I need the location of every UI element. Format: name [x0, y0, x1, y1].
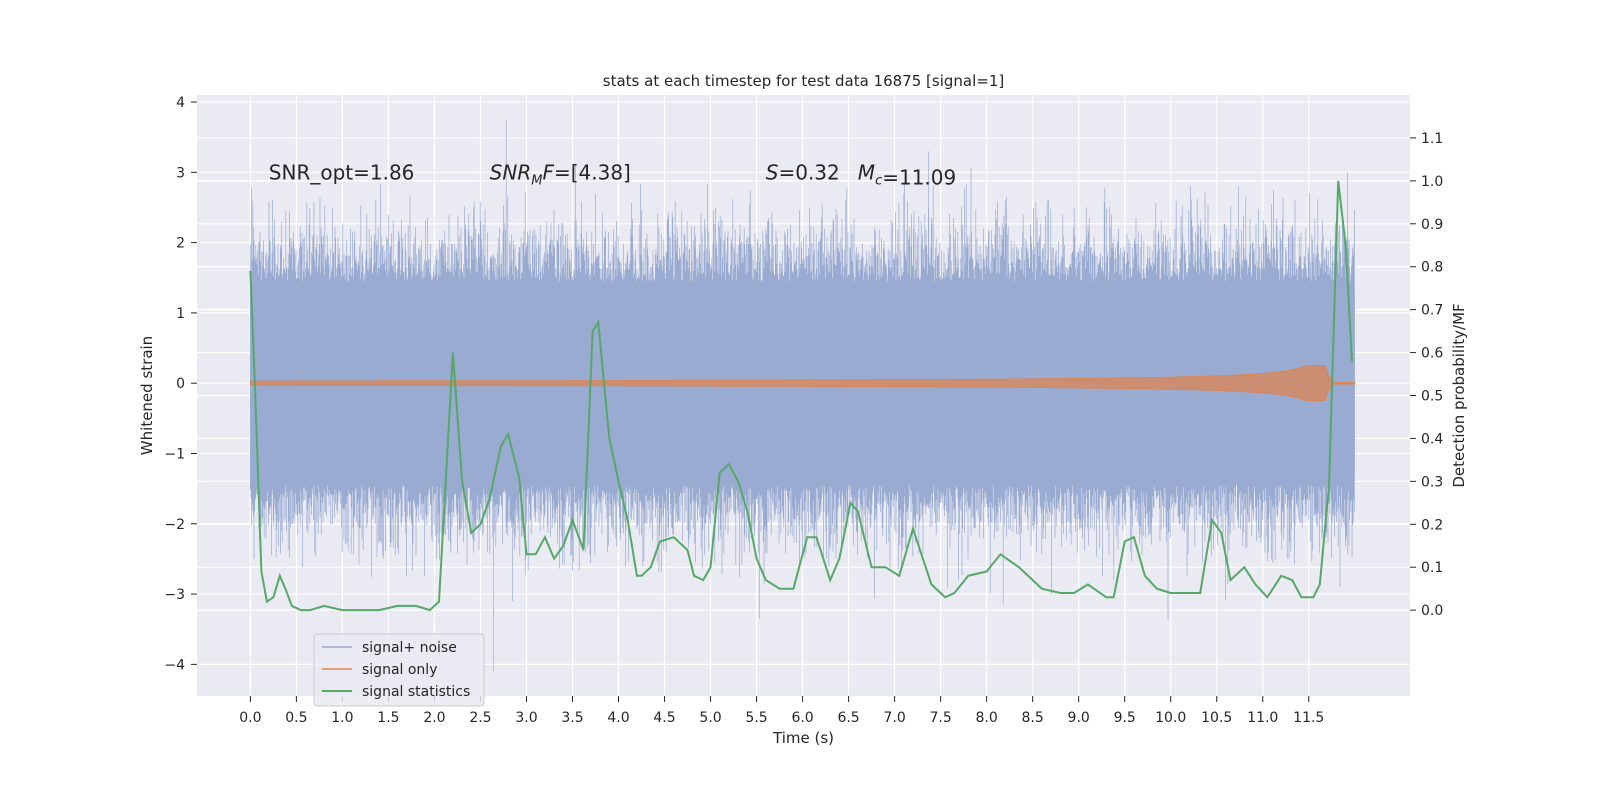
- annotation-rest: F: [542, 160, 554, 184]
- annotation-text: SNR_opt=1.86: [269, 160, 415, 184]
- y-right-tick-label: 1.1: [1421, 131, 1443, 147]
- x-tick-label: 1.0: [331, 710, 353, 726]
- annotations: SNR_opt=1.86 SNRMF=[4.38] S=0.32 Mc=11.09: [269, 160, 956, 189]
- series-signal-statistics: [249, 180, 1353, 612]
- y-right-tick-label: 0.9: [1421, 217, 1443, 233]
- x-tick-label: 9.0: [1068, 710, 1090, 726]
- x-tick-label: 2.0: [423, 710, 445, 726]
- y-right-tick-label: 0.5: [1421, 389, 1443, 405]
- legend-box: [313, 633, 485, 707]
- annotation-subscript: M: [531, 173, 542, 188]
- annotation-text: SNRMF=[4.38]: [490, 160, 631, 188]
- annotation-symbol: SNR: [490, 160, 532, 184]
- y-tick-label: −2: [164, 517, 185, 533]
- annotation-text: Mc=11.09: [858, 160, 956, 189]
- y-axis-label: Whitened strain: [138, 336, 156, 455]
- x-axis-label: Time (s): [772, 729, 834, 747]
- x-tick-label: 3.5: [561, 710, 583, 726]
- x-tick-label: 8.0: [976, 710, 998, 726]
- y-right-tick-label: 0.4: [1421, 431, 1443, 447]
- annotation-text: S=0.32: [766, 160, 840, 184]
- y-right-tick-label: 1.0: [1421, 174, 1443, 190]
- x-tick-label: 10.0: [1155, 710, 1186, 726]
- x-tick-label: 6.5: [837, 710, 859, 726]
- legend-label-signal-noise: signal+ noise: [362, 640, 457, 656]
- y-tick-label: 0: [176, 376, 185, 392]
- x-tick-label: 5.0: [699, 710, 721, 726]
- statistics-line: [249, 180, 1353, 612]
- x-tick-label: 10.5: [1201, 710, 1232, 726]
- y-right-tick-label: 0.8: [1421, 260, 1443, 276]
- axes: 0.0 0.5 1.0 1.5 2.0 2.5 3.0 3.5 4.0 4.5 5.0 5.5 6.0 6…: [164, 95, 1443, 726]
- chirp-envelope: [249, 365, 1356, 402]
- x-tick-label: 0.0: [239, 710, 261, 726]
- y-right-tick-label: 0.7: [1421, 303, 1443, 319]
- y-tick-label: −4: [164, 657, 185, 673]
- y-right-tick-label: 0.1: [1421, 560, 1443, 576]
- x-tick-label: 11.5: [1293, 710, 1324, 726]
- x-tick-label: 5.5: [745, 710, 767, 726]
- annotation-value: =0.32: [778, 160, 839, 184]
- chart-title: stats at each timestep for test data 168…: [603, 72, 1004, 90]
- y-right-tick-label: 0.3: [1421, 474, 1443, 490]
- x-tick-label: 1.5: [377, 710, 399, 726]
- x-tick-label: 0.5: [285, 710, 307, 726]
- legend-label-signal-statistics: signal statistics: [362, 684, 470, 700]
- y-tick-label: 3: [176, 165, 185, 181]
- y-tick-label: −3: [164, 587, 185, 603]
- x-tick-label: 7.0: [883, 710, 905, 726]
- x-tick-label: 3.0: [515, 710, 537, 726]
- y-tick-label: −1: [164, 446, 185, 462]
- annotation-symbol: M: [858, 160, 875, 184]
- legend-label-signal-only: signal only: [362, 662, 437, 678]
- annotation-value: =[4.38]: [554, 160, 631, 184]
- y-right-tick-label: 0.6: [1421, 346, 1443, 362]
- y-tick-label: 1: [176, 306, 185, 322]
- annotation-subscript: c: [875, 173, 882, 188]
- x-tick-label: 7.5: [929, 710, 951, 726]
- x-tick-label: 6.0: [791, 710, 813, 726]
- x-tick-label: 11.0: [1247, 710, 1278, 726]
- y-tick-label: 4: [176, 95, 185, 111]
- x-tick-label: 9.5: [1114, 710, 1136, 726]
- x-tick-label: 4.5: [653, 710, 675, 726]
- series-signal-only: [249, 365, 1356, 402]
- y-right-tick-label: 0.0: [1421, 603, 1443, 619]
- annotation-symbol: S: [766, 160, 779, 184]
- x-tick-label: 4.0: [607, 710, 629, 726]
- x-tick-label: 8.5: [1022, 710, 1044, 726]
- annotation-value: =11.09: [882, 165, 956, 189]
- y-tick-label: 2: [176, 236, 185, 252]
- y-right-tick-label: 0.2: [1421, 517, 1443, 533]
- y-right-axis-label: Detection probability/MF: [1450, 303, 1468, 487]
- legend: signal+ noise signal only signal statist…: [313, 633, 485, 707]
- x-tick-label: 2.5: [469, 710, 491, 726]
